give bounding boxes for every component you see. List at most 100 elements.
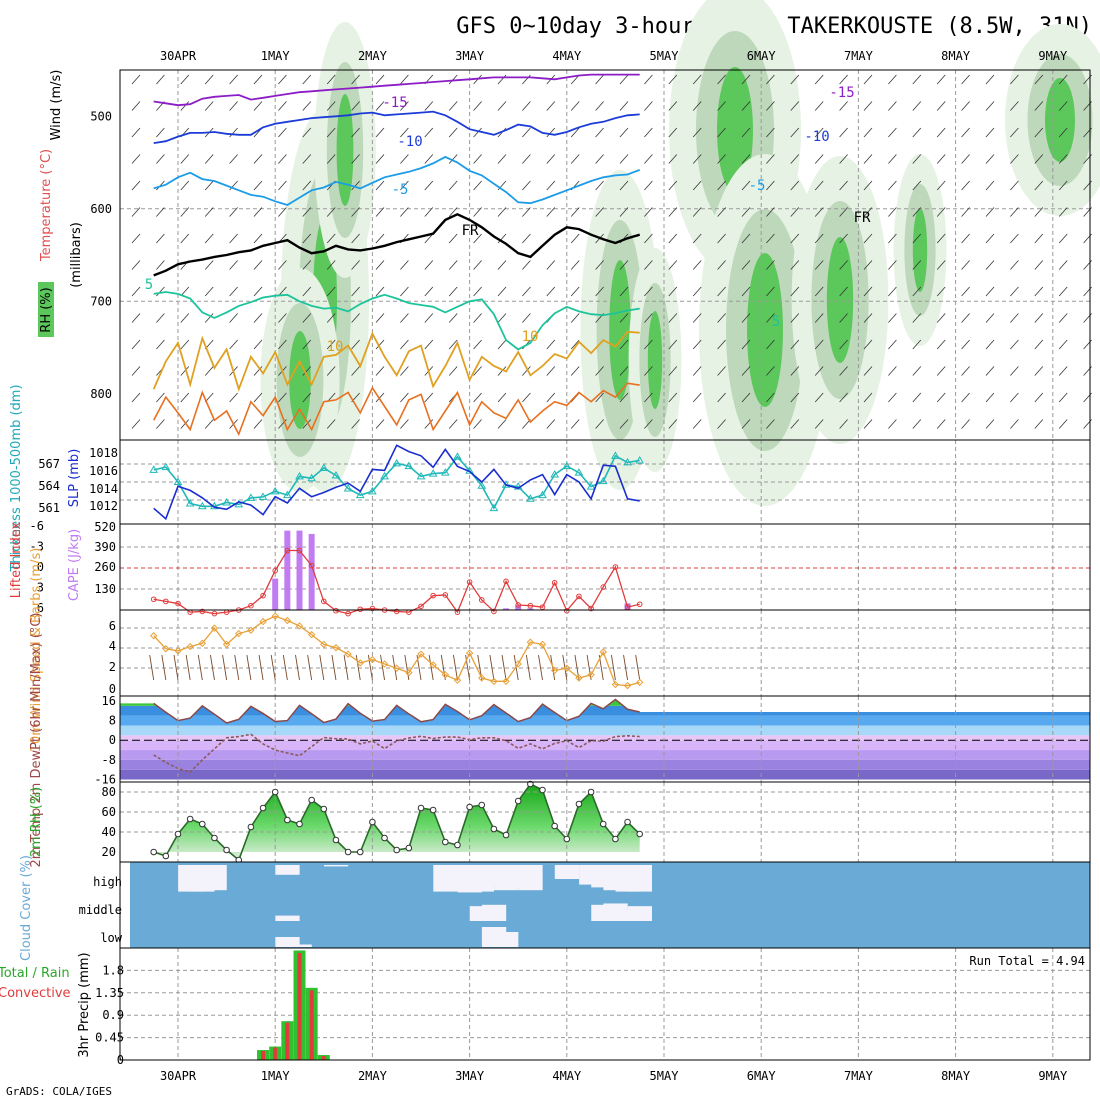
isotherm-5 [153,291,640,351]
data-point [442,838,449,846]
wind-barb [814,419,824,429]
wind-barb [351,127,360,138]
wind-barb [473,260,482,270]
data-point [440,468,450,476]
wind-barb [570,339,580,350]
data-point [416,471,426,480]
wind-barb [522,313,531,323]
data-point [538,490,547,499]
wind-barb [863,233,873,244]
data-point [491,608,497,615]
wind-barb [497,339,507,350]
wind-barb [131,366,141,376]
wind-barb [961,127,970,138]
x-tick-label: 2MAY [358,1069,388,1083]
wind-barb [302,101,312,111]
cloud-cell-middle [615,910,640,921]
wind-barb [424,101,434,111]
y-tick-label: 6 [109,619,116,633]
wind-barb [295,654,300,681]
x-tick-label: 4MAY [552,1069,582,1083]
wind-barb [814,180,824,191]
wind-barb [497,207,507,217]
wind-barb [538,654,543,681]
data-point [466,803,473,811]
wind-barb [985,260,995,270]
wind-barb [229,154,238,164]
data-point [490,677,498,686]
data-point [429,806,437,814]
y-tick-label: 80 [102,785,116,799]
wind-barb [448,101,458,111]
wind-barb [839,154,848,164]
wind-barb [131,154,141,164]
side-label-rh: RH (%) [39,287,54,332]
wind-barb [278,74,287,85]
y-axis-label: CAPE (J/kg) [67,529,82,601]
wind-barb [766,419,775,429]
wind-barb [717,392,726,403]
wind-barb [234,654,240,681]
wind-barb [278,260,287,270]
wind-barb [278,127,287,138]
wind-barb [326,74,336,85]
wind-barb [229,339,238,350]
wind-barb [936,313,946,323]
x-tick-label: 8MAY [941,49,971,63]
wind-barb [1010,233,1019,244]
wind-barb [180,339,190,350]
wind-barb [156,260,165,270]
wind-barb [282,654,288,681]
wind-barb [741,74,751,85]
data-point [393,608,400,615]
x-tick-label: 6MAY [747,49,777,63]
wind-barb [961,233,970,244]
data-point [163,598,169,605]
wind-barb [1010,260,1019,270]
wind-barb [717,127,726,138]
y-tick-label: 130 [94,582,116,596]
wind-barb [741,180,751,191]
wind-barb [814,207,824,217]
wind-barb [668,180,678,191]
wind-barb [741,313,751,323]
isotherm-10 [152,330,640,392]
data-point [197,501,207,510]
y-axis-label: SLP (mb) [67,449,82,508]
wind-barb [619,260,629,270]
wind-barb [595,180,604,191]
wind-barb [741,260,751,270]
y-tick-label: 4 [109,639,116,653]
data-point [635,678,644,687]
data-point [551,579,558,586]
data-point [307,630,316,639]
wind-barb [1010,313,1019,323]
wind-barb [400,286,409,297]
wind-barb [204,154,214,164]
x-tick-label: 8MAY [941,1069,971,1083]
wind-barb [644,366,653,376]
data-point [599,648,607,656]
data-point [405,844,413,852]
wind-barb [644,233,653,244]
data-point [260,592,266,599]
wind-barb [473,154,482,164]
wind-barb [839,313,848,323]
wind-barb [448,180,458,191]
wind-barb [1010,207,1019,217]
y-tick-label: 16 [102,694,116,708]
wind-barb [302,392,312,403]
y-tick-label: 2 [109,660,116,674]
wind-barb [302,74,312,85]
wind-barb [1058,339,1068,350]
wind-barb [161,654,167,681]
y-tick-label: 1.8 [102,963,124,977]
wind-barb [131,127,141,138]
isotherm-label: -15 [382,95,407,111]
wind-barb [522,180,531,191]
wind-barb [961,260,970,270]
wind-barb [204,101,214,111]
y-tick-label: 1018 [89,446,118,460]
data-point [588,605,594,612]
wind-barb [1034,233,1044,244]
